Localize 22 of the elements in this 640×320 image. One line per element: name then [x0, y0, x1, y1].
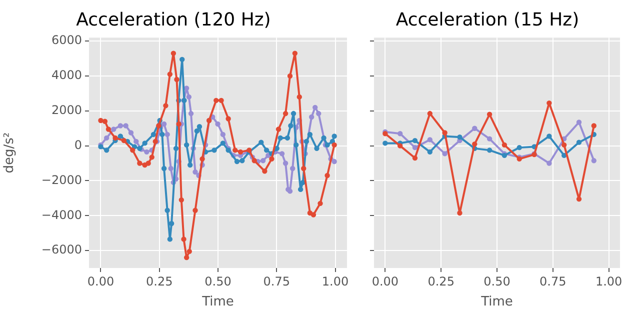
x-axis-title: Time — [480, 294, 513, 310]
x-tick-label: 0.50 — [204, 274, 232, 288]
x-tick-label: 0.50 — [484, 274, 510, 288]
chart-title: Acceleration (120 Hz) — [76, 9, 271, 30]
y-tick-label: 6000 — [51, 33, 82, 48]
y-tick-label: 2000 — [51, 103, 82, 118]
y-axis-title: deg/s² — [2, 132, 18, 174]
x-axis-title: Time — [201, 294, 234, 310]
x-tick-label: 0.75 — [540, 274, 566, 288]
chart-title: Acceleration (15 Hz) — [396, 9, 580, 30]
x-tick-label: 0.00 — [372, 274, 399, 288]
y-tick-label: −4000 — [41, 208, 82, 222]
y-tick-label: 0 — [74, 138, 82, 152]
x-tick-label: 0.25 — [428, 274, 454, 288]
x-tick-label: 0.00 — [87, 274, 114, 288]
y-tick-label: −6000 — [41, 242, 82, 257]
x-tick-label: 1.00 — [595, 274, 622, 288]
y-tick-label: 4000 — [51, 68, 82, 82]
x-tick-label: 0.75 — [263, 274, 290, 288]
x-tick-label: 0.25 — [146, 274, 173, 288]
y-tick-label: −2000 — [41, 172, 82, 187]
x-tick-label: 1.00 — [322, 274, 349, 288]
